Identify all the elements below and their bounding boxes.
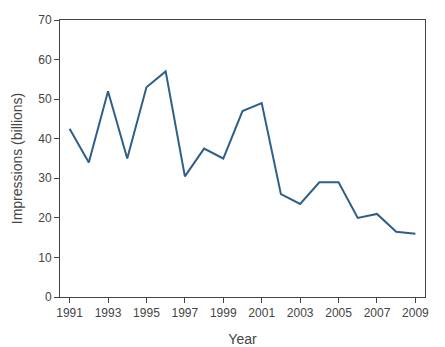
- svg-text:50: 50: [38, 92, 52, 106]
- svg-text:2005: 2005: [325, 306, 352, 320]
- svg-text:60: 60: [38, 53, 52, 67]
- svg-text:2007: 2007: [364, 306, 391, 320]
- svg-text:40: 40: [38, 132, 52, 146]
- svg-text:1999: 1999: [210, 306, 237, 320]
- svg-text:20: 20: [38, 211, 52, 225]
- svg-text:30: 30: [38, 171, 52, 185]
- svg-text:2003: 2003: [287, 306, 314, 320]
- svg-text:1993: 1993: [95, 306, 122, 320]
- svg-text:70: 70: [38, 13, 52, 27]
- svg-text:2001: 2001: [248, 306, 275, 320]
- svg-text:1995: 1995: [133, 306, 160, 320]
- svg-text:2009: 2009: [402, 306, 429, 320]
- svg-text:Year: Year: [228, 331, 257, 347]
- svg-text:0: 0: [45, 290, 52, 304]
- svg-text:1997: 1997: [172, 306, 199, 320]
- svg-text:Impressions (billions): Impressions (billions): [9, 93, 25, 224]
- svg-text:1991: 1991: [56, 306, 83, 320]
- svg-text:10: 10: [38, 251, 52, 265]
